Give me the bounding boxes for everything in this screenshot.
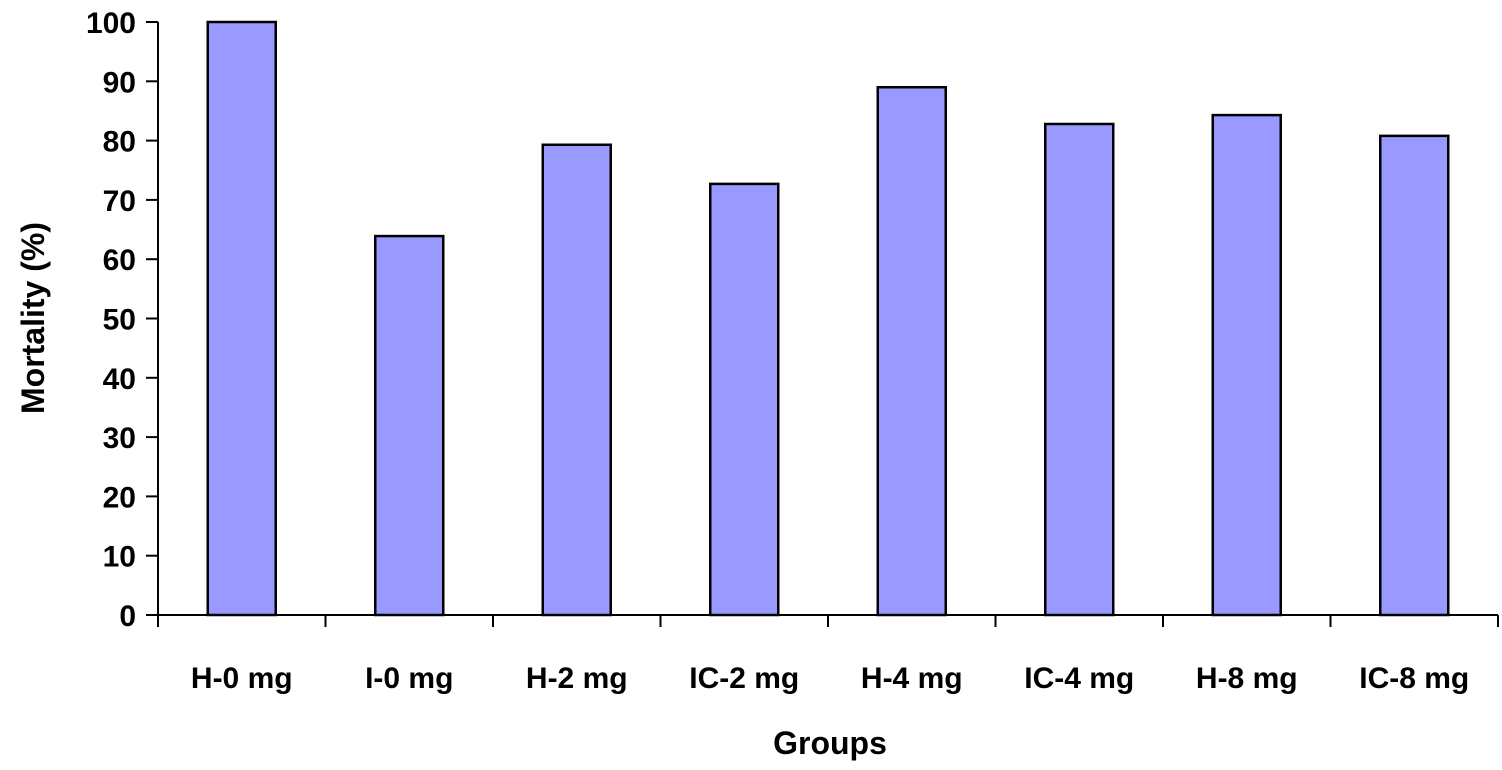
bar-h-8-mg (1211, 113, 1282, 617)
x-category-label: H-8 mg (1196, 662, 1298, 695)
x-category-label: IC-2 mg (689, 662, 799, 695)
y-axis-title: Mortality (%) (15, 222, 51, 414)
x-category-label: H-4 mg (861, 662, 963, 695)
bar-i-0-mg (374, 234, 445, 617)
bar-ic-2-mg (709, 182, 780, 617)
x-category-label: I-0 mg (365, 662, 453, 695)
y-tick-label: 30 (103, 422, 136, 455)
bar-h-2-mg (541, 143, 612, 617)
y-tick-label: 20 (103, 481, 136, 514)
x-category-label: IC-4 mg (1024, 662, 1134, 695)
x-category-label: H-2 mg (526, 662, 628, 695)
y-tick-label: 40 (103, 363, 136, 396)
bar-ic-4-mg (1044, 122, 1115, 617)
bars (206, 20, 1450, 617)
y-tick-label: 80 (103, 126, 136, 159)
x-axis-title: Groups (773, 725, 887, 761)
y-tick-label: 90 (103, 66, 136, 99)
y-tick-label: 10 (103, 541, 136, 574)
y-tick-label: 60 (103, 244, 136, 277)
x-category-label: H-0 mg (191, 662, 293, 695)
bar-h-0-mg (206, 20, 277, 617)
x-category-label: IC-8 mg (1359, 662, 1469, 695)
y-axis-ticks: 0 10 20 30 40 50 60 70 80 90 100 (86, 7, 159, 633)
bar-ic-8-mg (1379, 134, 1450, 617)
bar-h-4-mg (876, 85, 947, 617)
y-tick-label: 70 (103, 185, 136, 218)
y-tick-label: 0 (119, 600, 136, 633)
y-tick-label: 50 (103, 304, 136, 337)
y-tick-label: 100 (86, 7, 136, 40)
x-axis: H-0 mg I-0 mg H-2 mg IC-2 mg H-4 mg IC-4 mg H-… (157, 614, 1499, 695)
